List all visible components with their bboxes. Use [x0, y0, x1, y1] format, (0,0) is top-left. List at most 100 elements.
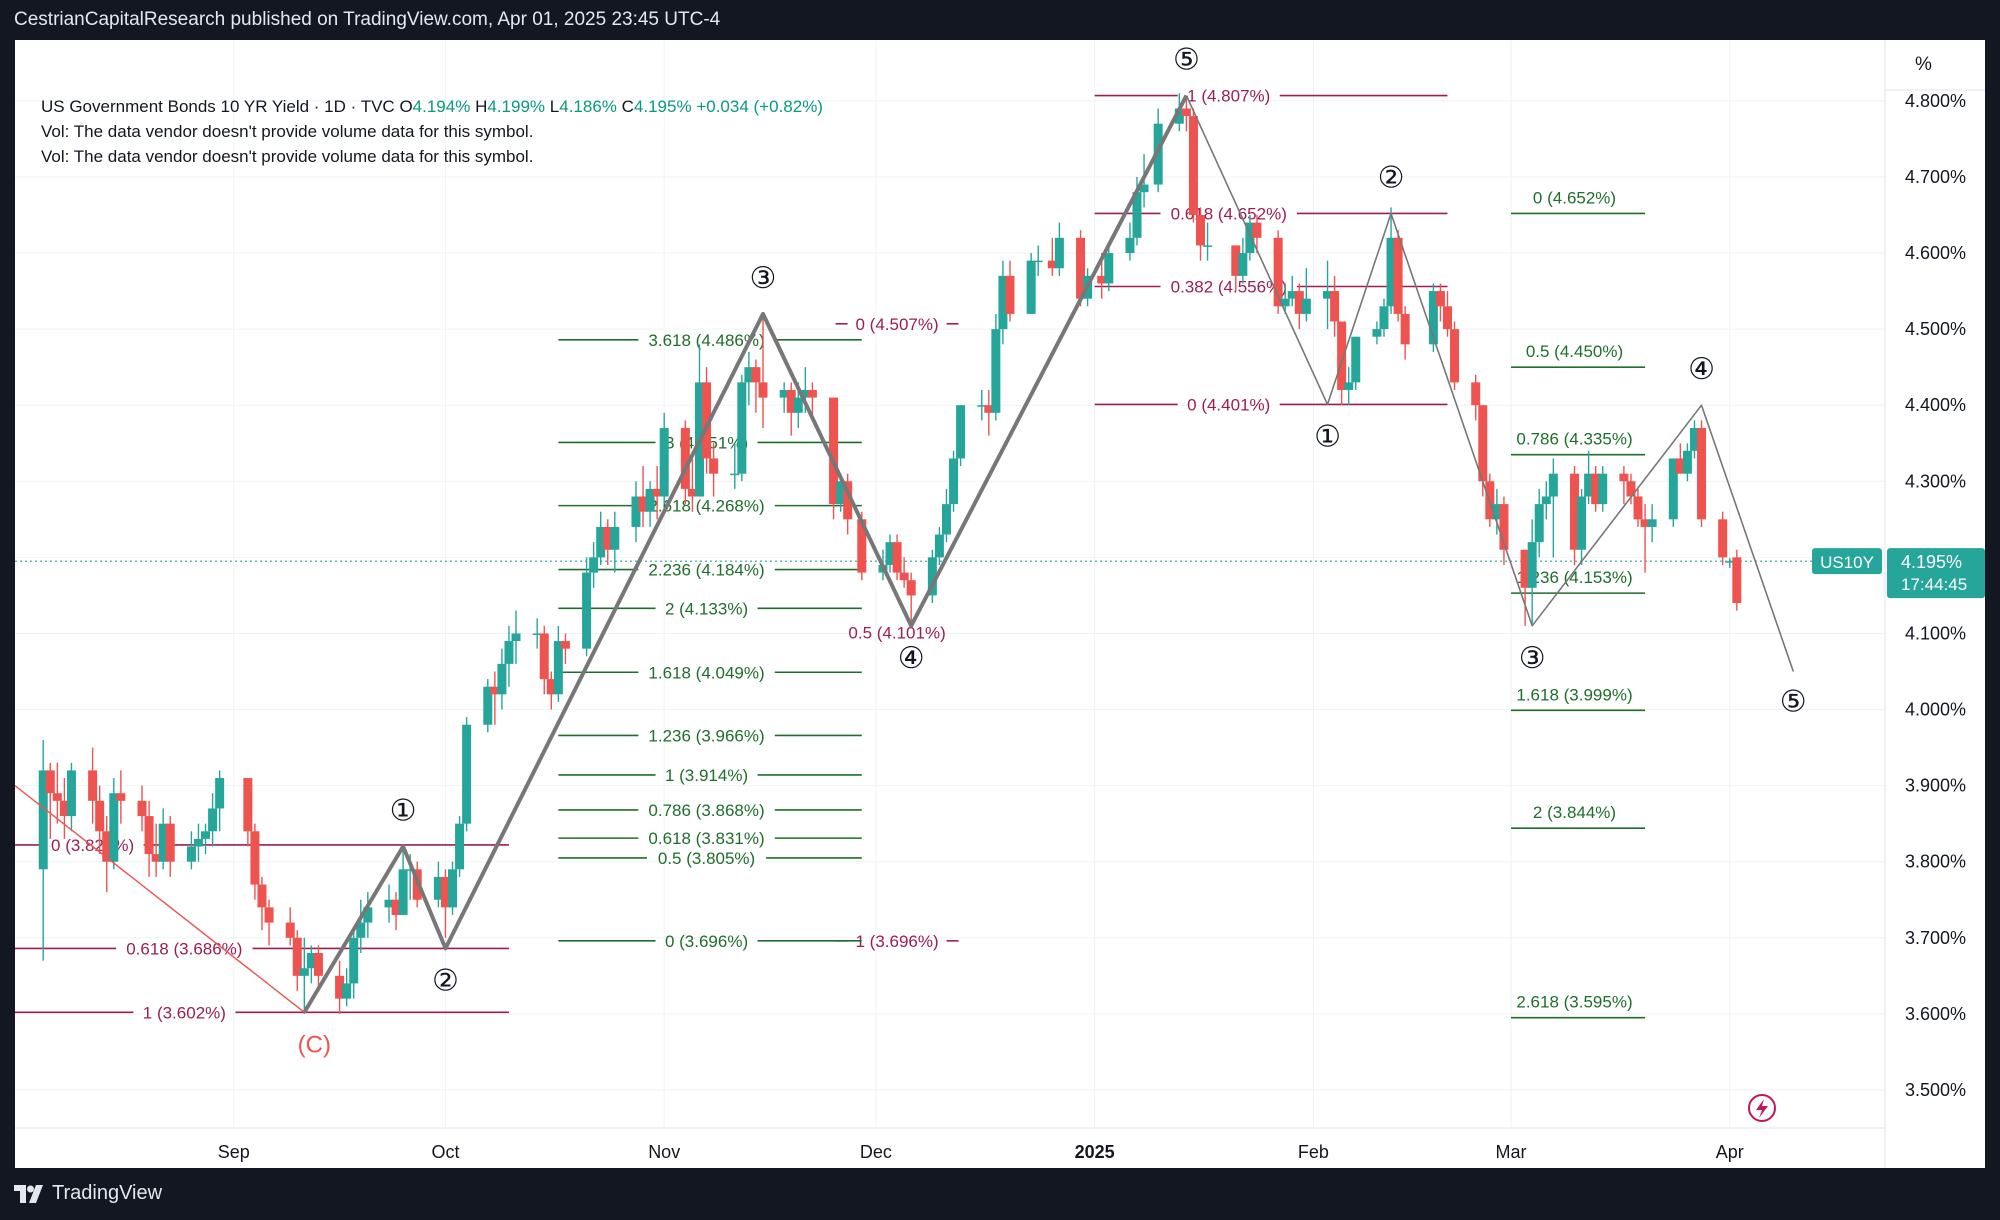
candle-body	[243, 778, 253, 832]
candle-body	[885, 542, 895, 565]
candle-body	[1682, 450, 1692, 474]
candle-body	[1499, 504, 1509, 550]
candle	[1718, 511, 1728, 565]
wave-label: ①	[1314, 420, 1341, 453]
candle-body	[1379, 306, 1389, 330]
candle	[391, 892, 401, 931]
candle	[1351, 336, 1361, 390]
candle-body	[1372, 329, 1382, 337]
candle	[1591, 466, 1601, 512]
candle	[45, 762, 55, 839]
candle-body	[398, 869, 408, 915]
candle	[250, 823, 260, 900]
candle-body	[934, 534, 944, 558]
candle	[991, 313, 1001, 421]
candle	[631, 481, 641, 543]
candle	[1647, 504, 1657, 543]
decline-wave-path	[1185, 95, 1795, 672]
fib-levels: 1 (4.807%) 0.618 (4.652%) 0.382 (4.556%) 0 …	[15, 87, 1646, 1022]
candle-body	[1203, 245, 1213, 247]
wave-label: ⑤	[1173, 44, 1200, 77]
fib-label: 1 (3.914%)	[665, 766, 748, 785]
candle	[539, 625, 549, 695]
candle	[257, 876, 267, 931]
candle-body	[59, 800, 69, 817]
candle	[603, 519, 613, 565]
candle-body	[165, 823, 175, 862]
candle	[158, 808, 168, 870]
candle-body	[652, 488, 662, 497]
candle-body	[391, 899, 401, 915]
fib-label: 0.618 (4.652%)	[1171, 204, 1287, 223]
candle-body	[1139, 184, 1149, 193]
legend-low: 4.186%	[559, 97, 617, 116]
candle-body	[1527, 542, 1537, 588]
candle	[1725, 558, 1735, 569]
candle	[363, 892, 373, 938]
candle	[709, 443, 719, 497]
candle-body	[511, 633, 521, 642]
fib-label: 1 (3.602%)	[143, 1003, 226, 1022]
candle-body	[532, 633, 542, 635]
candle	[582, 557, 592, 657]
candle	[299, 937, 309, 1014]
fib-label: 2.236 (4.184%)	[648, 561, 764, 580]
candle-body	[779, 389, 789, 398]
candle-body	[977, 405, 987, 407]
fib-label: 0 (3.822%)	[51, 836, 134, 855]
candle	[448, 861, 458, 915]
candle-body	[1273, 237, 1283, 307]
candle	[758, 313, 768, 429]
candle	[1548, 458, 1558, 558]
candle	[306, 945, 316, 984]
x-tick-label: Nov	[648, 1142, 680, 1162]
fib-label: 0.5 (3.805%)	[658, 849, 755, 868]
tradingview-logo-text: TradingView	[52, 1182, 163, 1204]
chart-panel[interactable]: 1 (4.807%) 0.618 (4.652%) 0.382 (4.556%) 0 …	[14, 40, 1985, 1168]
candle	[215, 770, 225, 832]
candle	[193, 823, 203, 862]
candle-body	[356, 922, 366, 938]
fib-label: 0 (4.652%)	[1533, 188, 1616, 207]
candle-body	[744, 367, 754, 383]
candle	[949, 450, 959, 512]
x-tick-label: Sep	[218, 1142, 250, 1162]
candle	[186, 831, 196, 870]
legend: US Government Bonds 10 YR Yield · 1D · T…	[41, 94, 823, 169]
candle	[1125, 222, 1135, 261]
candle	[1577, 488, 1587, 565]
candle	[687, 458, 697, 512]
x-tick-label: 2025	[1075, 1142, 1115, 1162]
candle-body	[582, 572, 592, 649]
candle-body	[186, 846, 196, 862]
candle	[264, 899, 274, 946]
candle-body	[335, 975, 345, 999]
tradingview-logo[interactable]: TradingView	[14, 1182, 162, 1205]
candle	[497, 648, 507, 710]
candle-body	[1626, 481, 1636, 497]
candle-body	[800, 389, 810, 398]
candle-body	[384, 899, 394, 908]
chart-svg[interactable]: 1 (4.807%) 0.618 (4.652%) 0.382 (4.556%) 0 …	[14, 40, 1985, 1168]
candle-body	[1323, 291, 1333, 299]
candle-body	[215, 778, 225, 809]
candle	[1280, 283, 1290, 314]
candle-body	[88, 770, 98, 801]
candle	[779, 382, 789, 413]
candle-body	[440, 876, 450, 908]
candle	[1541, 481, 1551, 520]
candle-body	[991, 329, 1001, 413]
candle	[95, 785, 105, 855]
candle-body	[751, 367, 761, 383]
candle	[744, 351, 754, 406]
candle	[1640, 504, 1650, 573]
candle-body	[680, 428, 690, 489]
candle	[1626, 473, 1636, 505]
candle-body	[1668, 458, 1678, 520]
candle-body	[927, 557, 937, 596]
wave-label: ⑤	[1780, 685, 1807, 718]
candle-body	[1619, 473, 1629, 482]
candle-body	[1181, 108, 1191, 117]
candle-body	[1492, 504, 1502, 520]
wave-paths	[14, 94, 1795, 1014]
